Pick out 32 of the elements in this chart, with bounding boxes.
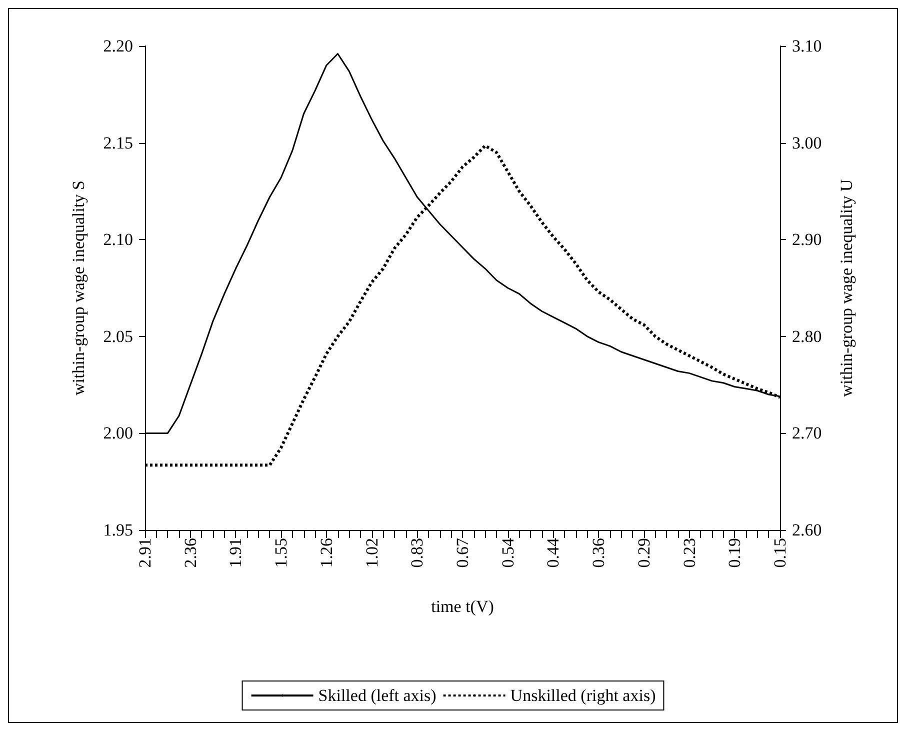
y2-axis-title: within-group wage inequality U xyxy=(837,179,856,397)
y2-tick-label: 2.60 xyxy=(792,520,822,540)
x-tick-label: 0.83 xyxy=(408,538,427,568)
x-tick-label: 0.23 xyxy=(680,538,699,568)
y2-tick-label: 2.70 xyxy=(792,424,822,443)
x-tick-label: 0.15 xyxy=(770,538,790,568)
y2-tick-label: 3.00 xyxy=(792,133,822,152)
y-tick-label: 1.95 xyxy=(103,520,133,540)
y-tick-label: 2.05 xyxy=(103,326,133,346)
x-tick-label: 1.02 xyxy=(362,538,382,568)
x-tick-label: 0.44 xyxy=(544,538,563,568)
x-tick-label: 0.36 xyxy=(589,538,608,568)
y-axis-title: within-group wage inequality S xyxy=(69,180,88,396)
x-tick-label: 1.26 xyxy=(316,538,336,568)
y2-tick-label: 3.10 xyxy=(792,36,822,56)
x-tick-label: 1.55 xyxy=(272,538,291,568)
x-tick-label: 0.19 xyxy=(725,538,744,568)
y2-tick-label: 2.80 xyxy=(792,326,822,346)
x-tick-label: 0.29 xyxy=(634,538,654,568)
y-tick-label: 2.20 xyxy=(103,36,133,56)
x-tick-label: 0.54 xyxy=(498,538,518,568)
x-tick-label: 2.91 xyxy=(136,538,154,568)
y-tick-label: 2.15 xyxy=(103,133,133,152)
legend-label: Skilled (left axis) xyxy=(318,686,436,705)
x-tick-label: 2.36 xyxy=(180,538,200,568)
y-tick-label: 2.00 xyxy=(103,424,133,443)
y2-tick-label: 2.90 xyxy=(792,230,822,250)
x-axis-title: time t(V) xyxy=(431,597,494,616)
legend-label: Unskilled (right axis) xyxy=(510,686,656,705)
x-tick-label: 1.91 xyxy=(226,538,246,568)
x-tick-label: 0.67 xyxy=(453,538,472,568)
y-tick-label: 2.10 xyxy=(103,230,133,250)
